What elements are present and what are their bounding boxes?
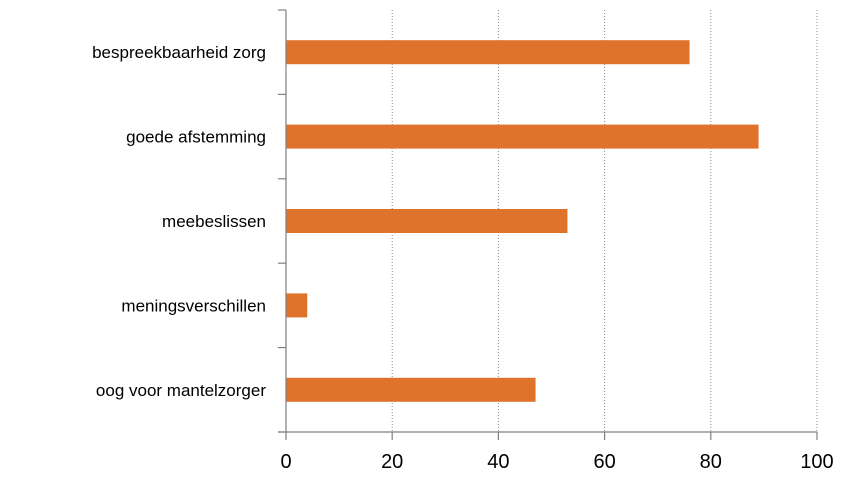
x-tick-labels: 0 20 40 60 80 100 xyxy=(280,451,833,473)
category-label-2: meebeslissen xyxy=(162,212,266,231)
category-label-0: bespreekbaarheid zorg xyxy=(92,43,266,62)
x-tick-label-0: 0 xyxy=(280,451,291,473)
x-tick-label-40: 40 xyxy=(487,451,509,473)
bar-1 xyxy=(286,124,759,149)
category-labels: bespreekbaarheid zorg goede afstemming mee… xyxy=(92,43,266,400)
bar-3 xyxy=(286,293,308,318)
x-tick-label-20: 20 xyxy=(381,451,403,473)
bar-4 xyxy=(286,377,536,402)
x-tick-label-80: 80 xyxy=(700,451,722,473)
category-label-1: goede afstemming xyxy=(126,128,266,147)
bar-2 xyxy=(286,209,568,233)
category-label-3: meningsverschillen xyxy=(121,296,266,315)
bar-0 xyxy=(286,40,690,65)
x-tick-label-100: 100 xyxy=(800,451,833,473)
bars xyxy=(286,40,759,402)
axes xyxy=(278,9,818,440)
x-tick-label-60: 60 xyxy=(593,451,615,473)
category-label-4: oog voor mantelzorger xyxy=(96,381,266,400)
